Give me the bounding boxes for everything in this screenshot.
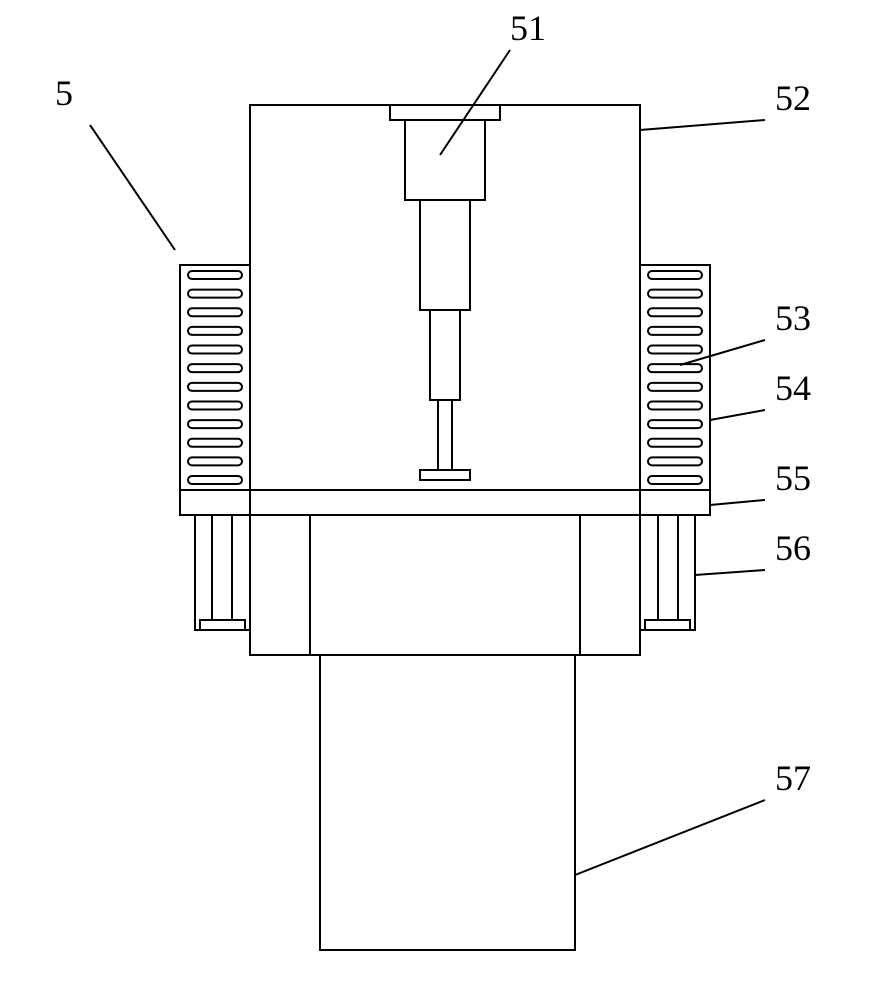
- part-label-53: 53: [775, 298, 811, 338]
- technical-diagram: 5 51 52 53 54 55 56 57: [0, 0, 885, 1000]
- part-label-55: 55: [775, 458, 811, 498]
- part-label-57: 57: [775, 758, 811, 798]
- part-label-5: 5: [55, 73, 73, 113]
- part-label-54: 54: [775, 368, 811, 408]
- part-label-51: 51: [510, 8, 546, 48]
- part-label-56: 56: [775, 528, 811, 568]
- part-label-52: 52: [775, 78, 811, 118]
